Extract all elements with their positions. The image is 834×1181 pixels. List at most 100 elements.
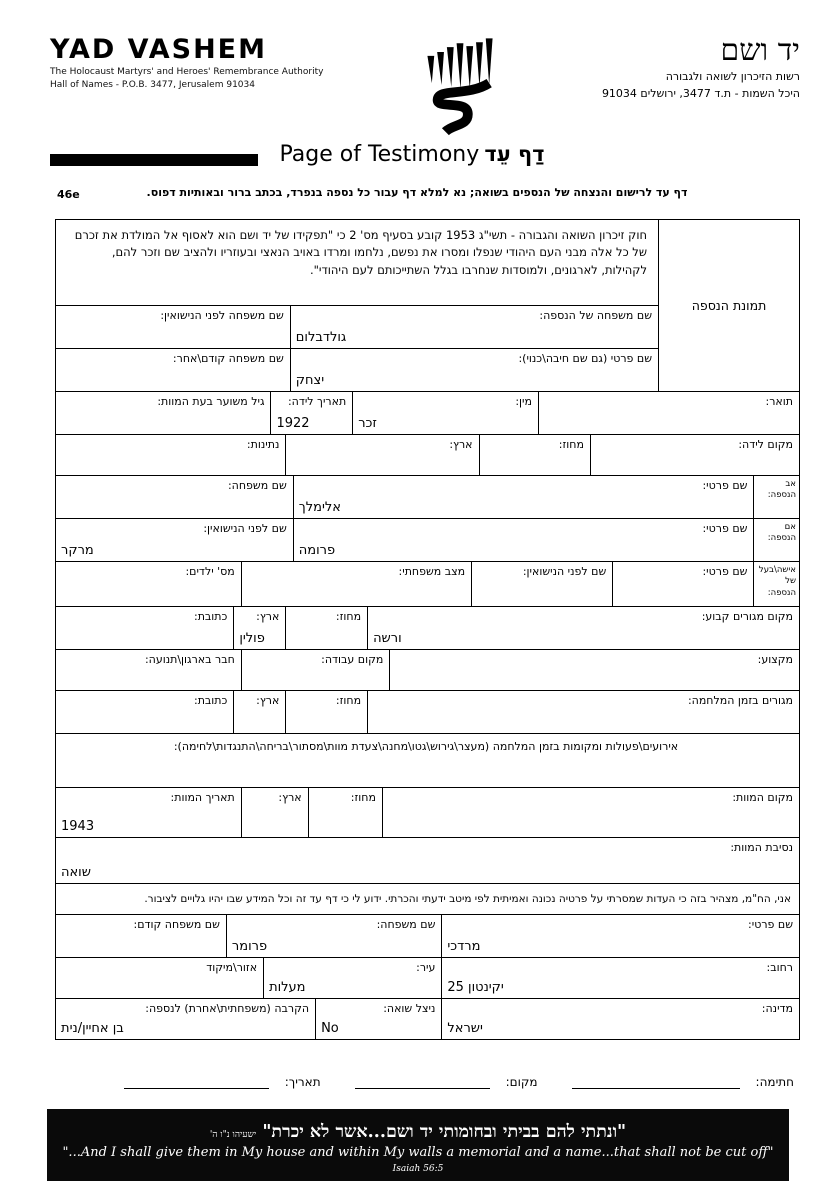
field-father-family-name: שם משפחה: <box>56 476 294 518</box>
death-district-label: מחוז: <box>350 791 376 804</box>
death-country-label: ארץ: <box>278 791 302 804</box>
form-row: אירועים\פעולות ומקומות בזמן המלחמה (מעצר… <box>56 733 799 787</box>
mother-of-victim-label: אם הנספה: <box>767 522 796 544</box>
title-bar: Page of Testimony דַף עֵד <box>0 140 834 176</box>
place-label: מקום: <box>505 1075 538 1089</box>
form-row: רחוב: יקינטון 25 עיר: מעלות אזור\מיקוד <box>56 957 799 998</box>
field-residence-district: מחוז: <box>286 607 369 649</box>
field-submitter-zip: אזור\מיקוד <box>56 958 265 998</box>
form-row: אישה\בעל של הנספה: שם פרטי: שם לפני הנישוא… <box>56 561 799 606</box>
field-residence-country: ארץ: פולין <box>234 607 287 649</box>
field-wartime-country: ארץ: <box>234 691 287 733</box>
death-circumstances-label: נסיבת המוות: <box>730 841 793 854</box>
field-birth-date: תאריך לידה: 1922 <box>271 392 354 434</box>
title-label: תואר: <box>765 395 794 408</box>
death-place-label: מקום המוות: <box>732 791 793 804</box>
signature-row: חתימה: מקום: תאריך: <box>55 1074 794 1089</box>
permanent-residence-value: ורשה <box>373 631 402 646</box>
victim-previous-family-name-label: שם משפחה קודם\אחר: <box>172 352 284 365</box>
wartime-events-label: אירועים\פעולות ומקומות בזמן המלחמה (מעצר… <box>173 740 679 753</box>
form-top-left-column: חוק זיכרון השואה והגבורה - תשי"ג 1953 קו… <box>56 220 658 391</box>
submitter-family-name-label: שם משפחה: <box>376 918 436 931</box>
relationship-to-victim-label: הקרבה (משפחתית\אחרת) לנספה: <box>145 1002 310 1015</box>
spouse-first-name-label: שם פרטי: <box>702 565 748 578</box>
field-workplace: מקום עבודה: <box>242 650 391 690</box>
father-family-name-label: שם משפחה: <box>227 479 287 492</box>
form-top-section: תמונת הנספה חוק זיכרון השואה והגבורה - ת… <box>56 220 799 391</box>
submitter-zip-label: אזור\מיקוד <box>206 961 258 974</box>
quote-banner: "ונתתי להם בביתי ובחומותי יד ושם...אשר ל… <box>47 1109 789 1181</box>
mother-maiden-name-label: שם לפני הנישואין: <box>203 522 287 535</box>
victim-name-rows: שם משפחה של הנספה: גולדבלום שם משפחה לפני … <box>56 305 658 391</box>
holocaust-survivor-label: ניצל שואה: <box>383 1002 436 1015</box>
field-birth-country: ארץ: <box>286 435 480 475</box>
submitter-first-name-value: מרדכי <box>447 939 481 954</box>
field-death-place: מקום המוות: <box>383 788 799 837</box>
testimony-form: תמונת הנספה חוק זיכרון השואה והגבורה - ת… <box>55 219 800 1040</box>
submitter-city-value: מעלות <box>269 980 306 995</box>
field-victim-first-name: שם פרטי (גם שם חיבה\כנוי): יצחק <box>291 349 658 391</box>
citizenship-label: נתינות: <box>246 438 280 451</box>
form-row: מקום המוות: מחוז: ארץ: תאריך המוות: 1943 <box>56 787 799 837</box>
submitter-street-label: רחוב: <box>766 961 793 974</box>
death-date-value: 1943 <box>61 819 95 834</box>
field-birth-place: מקום לידה: <box>591 435 799 475</box>
mother-maiden-name-value: מרקר <box>61 543 94 558</box>
birth-date-value: 1922 <box>276 416 310 431</box>
field-birth-district: מחוז: <box>480 435 591 475</box>
yad-vashem-menorah-logo <box>370 38 550 136</box>
photo-label: תמונת הנספה <box>691 298 767 313</box>
wartime-address-label: כתובת: <box>194 694 228 707</box>
field-submitter-country: מדינה: ישראל <box>442 999 799 1039</box>
residence-district-label: מחוז: <box>335 610 362 623</box>
banner-english-quote: "...And I shall give them in My house an… <box>53 1145 783 1175</box>
residence-country-label: ארץ: <box>256 610 280 623</box>
victim-family-name-label: שם משפחה של הנספה: <box>539 309 652 322</box>
field-spouse-of-victim: אישה\בעל של הנספה: <box>754 562 799 606</box>
wartime-district-label: מחוז: <box>335 694 362 707</box>
place-line <box>354 1074 490 1089</box>
relationship-to-victim-value: בן אחיין/נית <box>61 1021 124 1036</box>
victim-photo-box: תמונת הנספה <box>658 220 799 391</box>
field-citizenship: נתינות: <box>56 435 287 475</box>
field-declaration: אני, הח"מ, מצהיר בזה כי העדות שמסרתי על … <box>56 884 799 914</box>
field-submitter-city: עיר: מעלות <box>264 958 443 998</box>
mother-first-name-value: פרומה <box>298 543 336 558</box>
submitter-city-label: עיר: <box>416 961 436 974</box>
field-father-of-victim: אב הנספה: <box>754 476 799 518</box>
estimated-age-at-death-label: גיל משוער בעת המוות: <box>157 395 265 408</box>
page-title-english: Page of Testimony <box>279 142 480 167</box>
date-label: תאריך: <box>284 1075 321 1089</box>
wartime-country-label: ארץ: <box>256 694 280 707</box>
mother-first-name-label: שם פרטי: <box>702 522 748 535</box>
form-row: תואר: מין: זכר תאריך לידה: 1922 גיל משוער בעת… <box>56 391 799 434</box>
birth-district-label: מחוז: <box>558 438 584 451</box>
instruction-text: דף עד לרישום והנצחה של הנספים בשואה; נא … <box>146 186 688 199</box>
english-subtitle-address: Hall of Names - P.O.B. 3477, Jerusalem 9… <box>50 80 255 91</box>
wartime-residence-label: מגורים בזמן המלחמה: <box>687 694 793 707</box>
residence-country-value: פולין <box>239 631 265 646</box>
page-title-hebrew: דַף עֵד <box>484 142 545 166</box>
date-line <box>123 1074 269 1089</box>
yad-vashem-english-title: YAD VASHEM <box>50 34 267 65</box>
hebrew-quote-reference: ישעיהו נ"ו ה' <box>209 1130 257 1140</box>
submitter-country-label: מדינה: <box>761 1002 793 1015</box>
header-english-block: YAD VASHEM The Holocaust Martyrs' and He… <box>50 34 370 91</box>
victim-family-name-value: גולדבלום <box>295 330 347 345</box>
field-submitter-street: רחוב: יקינטון 25 <box>442 958 799 998</box>
instruction-row: 46e דף עד לרישום והנצחה של הנספים בשואה;… <box>0 186 834 206</box>
birth-country-label: ארץ: <box>449 438 473 451</box>
field-number-of-children: מס' ילדים: <box>56 562 242 606</box>
victim-first-name-value: יצחק <box>295 373 325 388</box>
law-paragraph: חוק זיכרון השואה והגבורה - תשי"ג 1953 קו… <box>74 228 647 277</box>
number-of-children-label: מס' ילדים: <box>185 565 235 578</box>
birth-date-label: תאריך לידה: <box>287 395 347 408</box>
field-permanent-residence: מקום מגורים קבוע: ורשה <box>368 607 799 649</box>
field-estimated-age-at-death: גיל משוער בעת המוות: <box>56 392 272 434</box>
english-quote-reference: Isaiah 56:5 <box>392 1164 444 1174</box>
death-date-label: תאריך המוות: <box>170 791 235 804</box>
father-of-victim-label: אב הנספה: <box>767 479 796 501</box>
marital-status-label: מצב משפחתי: <box>398 565 466 578</box>
field-submitter-previous-family-name: שם משפחה קודם: <box>56 915 227 957</box>
